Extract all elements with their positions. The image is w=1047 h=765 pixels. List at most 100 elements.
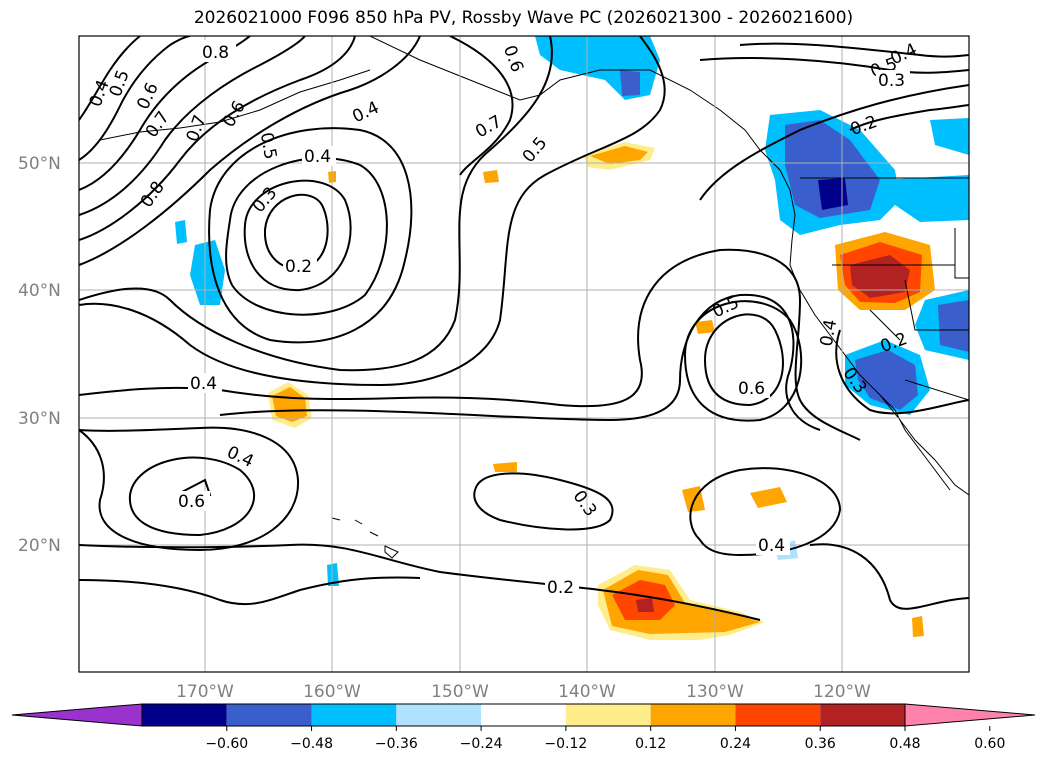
map-frame [78, 35, 970, 673]
colorbar-outline [141, 703, 906, 727]
neg-anomaly-patch [327, 563, 339, 586]
contour-line [79, 36, 666, 387]
contour-line [79, 36, 191, 161]
colorbar-tick-label: −0.36 [375, 736, 418, 752]
neg-anomaly-patch [785, 120, 880, 218]
neg-anomaly-patch [818, 178, 848, 210]
colorbar-swatch [226, 704, 312, 726]
colorbar-swatch [311, 704, 397, 726]
lon-label: 170°W [176, 682, 234, 702]
longitude-labels: 170°W 160°W 150°W 140°W 130°W 120°W [176, 682, 871, 702]
pos-anomaly-patch [590, 146, 648, 164]
colorbar-swatch [396, 704, 482, 726]
colorbar-swatch [565, 704, 651, 726]
contour-label: 0.6 [178, 492, 205, 512]
contour-line [699, 84, 969, 201]
colorbar-extend-low [11, 703, 143, 727]
pos-anomaly-patch [695, 320, 715, 334]
neg-anomaly-patch [930, 118, 969, 155]
contour-line [449, 36, 514, 176]
contour-line [739, 42, 969, 58]
contour-line [208, 127, 413, 344]
colorbar-tick-label: −0.60 [205, 736, 248, 752]
lat-label: 20°N [18, 536, 61, 556]
coastline-baja [879, 394, 951, 491]
pos-anomaly-patch [850, 255, 910, 298]
neg-anomaly-patch [620, 70, 640, 96]
contour-line [79, 36, 421, 266]
colorbar-swatch [142, 704, 227, 726]
colorbar-swatch [820, 704, 905, 726]
contour-line [699, 57, 969, 74]
lat-label: 30°N [18, 409, 61, 429]
colorbar: −0.60 −0.48 −0.36 −0.24 −0.12 0.12 0.24 0.36 0.4… [11, 703, 1036, 752]
hawaii-islands [331, 517, 399, 559]
colorbar-tick-label: −0.24 [460, 736, 503, 752]
colorbar-tick-label: 0.12 [635, 736, 666, 752]
colorbar-tick-label: −0.12 [544, 736, 587, 752]
contour-label: 0.4 [304, 147, 331, 167]
pos-anomaly-patch [750, 487, 787, 508]
contour-line [473, 472, 614, 531]
colorbar-swatch [481, 704, 566, 726]
coastline-aleutians [99, 69, 371, 141]
contour-line [79, 36, 306, 216]
border-states [832, 228, 969, 401]
map-title: 2026021000 F096 850 hPa PV, Rossby Wave … [193, 8, 854, 28]
contour-line [79, 36, 553, 372]
contour-line [683, 300, 803, 422]
lon-label: 140°W [558, 682, 616, 702]
neg-anomaly-patch [938, 300, 969, 352]
colorbar-tick-label: 0.60 [974, 736, 1005, 752]
pos-anomaly-patch [912, 616, 924, 637]
contour-label: 0.4 [817, 318, 841, 348]
contour-label: 0.6 [738, 379, 765, 399]
contour-label: 0.5 [256, 131, 280, 161]
colorbar-tick-label: 0.48 [889, 736, 920, 752]
contour-label: 0.2 [547, 578, 574, 598]
contour-label: 0.3 [878, 71, 905, 91]
colorbar-tick-label: 0.36 [805, 736, 836, 752]
contour-line [79, 248, 861, 441]
colorbar-tick-label: −0.48 [290, 736, 333, 752]
neg-anomaly-patch [880, 175, 969, 222]
pos-anomaly-patch [483, 170, 499, 183]
colorbar-swatch [735, 704, 821, 726]
contour-line [79, 543, 761, 621]
lon-label: 130°W [686, 682, 744, 702]
contour-line [219, 293, 821, 431]
contour-line [689, 467, 842, 557]
contour-label: 0.8 [202, 43, 229, 63]
lon-label: 150°W [431, 682, 489, 702]
neg-anomaly-patch [190, 240, 225, 305]
pos-anomaly-patch [493, 462, 517, 472]
contour-line [263, 193, 329, 270]
lat-label: 40°N [18, 281, 61, 301]
contour-line [835, 329, 969, 415]
contour-label: 0.4 [190, 374, 217, 394]
coastline-alaska [369, 36, 781, 171]
contour-line [225, 157, 388, 316]
contour-line [703, 313, 784, 407]
neg-anomaly-patch [855, 350, 918, 410]
lon-label: 120°W [813, 682, 871, 702]
colorbar-tick-label: 0.24 [720, 736, 751, 752]
colorbar-extend-high [904, 703, 1036, 727]
contour-line [128, 456, 256, 537]
contour-line [79, 36, 356, 241]
contour-line [79, 426, 300, 552]
pos-anomaly-patch [272, 387, 307, 422]
neg-anomaly-patch [175, 220, 187, 244]
contour-line [79, 36, 141, 121]
contour-line [809, 543, 969, 610]
pos-anomaly-patch [636, 598, 654, 612]
contour-line [849, 104, 969, 131]
latitude-labels: 50°N 40°N 30°N 20°N [18, 154, 61, 556]
colorbar-swatch [650, 704, 736, 726]
contour-label: 0.4 [758, 536, 785, 556]
lon-label: 160°W [303, 682, 361, 702]
contour-label: 0.2 [285, 257, 312, 277]
contour-line [243, 179, 352, 292]
lat-label: 50°N [18, 154, 61, 174]
